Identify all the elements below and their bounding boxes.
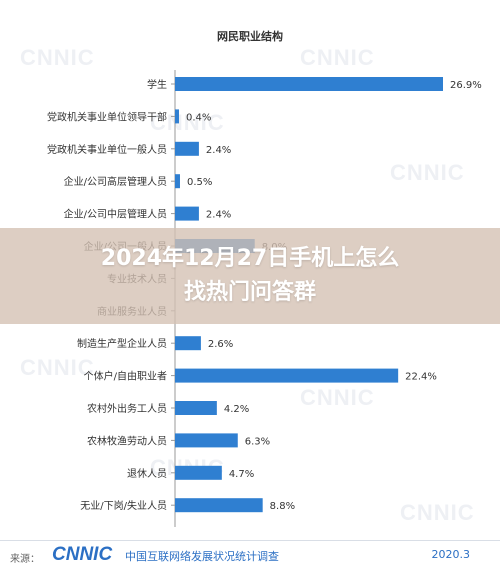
chart-title: 网民职业结构 — [217, 29, 283, 43]
category-label: 党政机关事业单位领导干部 — [47, 110, 167, 123]
bar — [175, 77, 443, 91]
value-label: 0.5% — [187, 177, 212, 188]
cnnic-logo: CNNIC — [52, 544, 113, 565]
category-label: 农林牧渔劳动人员 — [87, 434, 167, 447]
value-label: 0.4% — [186, 112, 211, 123]
value-label: 6.3% — [245, 436, 270, 447]
value-label: 4.7% — [229, 469, 254, 480]
value-label: 4.2% — [224, 404, 249, 415]
category-label: 学生 — [147, 78, 167, 91]
bar — [175, 433, 238, 448]
category-label: 企业/公司高层管理人员 — [64, 175, 167, 188]
watermark: CNNIC — [20, 355, 95, 380]
category-label: 企业/公司中层管理人员 — [64, 208, 167, 221]
bar — [175, 368, 399, 383]
category-label: 个体户/自由职业者 — [84, 370, 167, 383]
chart-area: CNNIC CNNIC CNNIC CNNIC CNNIC CNNIC CNNI… — [20, 29, 482, 527]
category-label: 农村外出务工人员 — [87, 402, 167, 415]
category-label: 制造生产型企业人员 — [77, 337, 167, 350]
value-label: 8.8% — [270, 501, 295, 512]
overlay-banner: 2024年12月27日手机上怎么找热门问答群 — [0, 228, 500, 324]
watermark: CNNIC — [300, 45, 375, 70]
category-label: 无业/下岗/失业人员 — [80, 499, 167, 512]
overlay-title: 2024年12月27日手机上怎么找热门问答群 — [100, 246, 400, 305]
value-label: 26.9% — [450, 80, 482, 91]
bar — [175, 109, 179, 124]
watermark: CNNIC — [390, 160, 465, 185]
value-label: 2.4% — [206, 145, 231, 156]
bar — [175, 465, 222, 480]
value-label: 2.6% — [208, 339, 233, 350]
category-label: 党政机关事业单位一般人员 — [47, 143, 167, 156]
watermark: CNNIC — [300, 385, 375, 410]
bar — [175, 206, 199, 221]
bar — [175, 336, 201, 351]
bar — [175, 174, 180, 189]
bar — [175, 401, 217, 415]
report-date: 2020.3 — [431, 548, 471, 561]
value-label: 22.4% — [405, 372, 437, 383]
watermark: CNNIC — [20, 45, 95, 70]
bar — [175, 498, 263, 513]
watermark: CNNIC — [150, 110, 225, 135]
footer: 来源： CNNIC 中国互联网络发展状况统计调查 2020.3 — [0, 540, 500, 571]
value-label: 2.4% — [206, 210, 231, 221]
category-label: 退休人员 — [127, 468, 167, 480]
watermark: CNNIC — [400, 500, 475, 525]
bar — [175, 141, 199, 156]
survey-title: 中国互联网络发展状况统计调查 — [125, 550, 279, 563]
source-label: 来源： — [10, 554, 40, 565]
